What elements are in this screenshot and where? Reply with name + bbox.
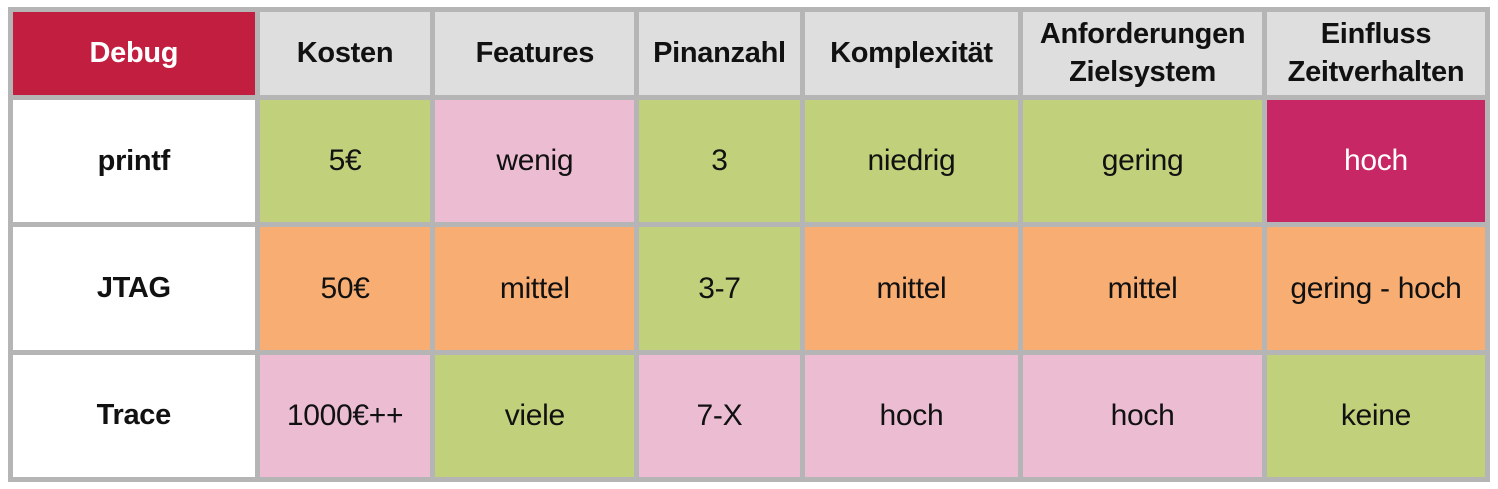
cell-printf-features: wenig — [430, 95, 640, 228]
header-row: Debug Kosten Features Pinanzahl Komplexi… — [8, 6, 1491, 101]
cell-jtag-features: mittel — [430, 222, 640, 355]
cell-trace-kosten: 1000€++ — [254, 349, 436, 483]
cell-printf-anforderungen: gering — [1018, 95, 1267, 228]
row-label-trace: Trace — [8, 349, 260, 483]
cell-jtag-pinanzahl: 3-7 — [634, 222, 805, 355]
row-label-jtag: JTAG — [8, 222, 260, 355]
column-header-pinanzahl: Pinanzahl — [634, 6, 805, 101]
column-header-kosten: Kosten — [254, 6, 436, 101]
table-row-trace: Trace 1000€++ viele 7-X hoch hoch keine — [8, 349, 1491, 483]
cell-trace-pinanzahl: 7-X — [634, 349, 805, 483]
column-header-einfluss-zeitverhalten: Einfluss Zeitverhalten — [1261, 6, 1491, 101]
debug-comparison-table: Debug Kosten Features Pinanzahl Komplexi… — [8, 6, 1491, 483]
corner-header-debug: Debug — [8, 6, 260, 101]
column-header-features: Features — [430, 6, 640, 101]
cell-printf-komplexitaet: niedrig — [799, 95, 1024, 228]
cell-trace-einfluss: keine — [1261, 349, 1491, 483]
table-row-jtag: JTAG 50€ mittel 3-7 mittel mittel gering… — [8, 222, 1491, 355]
row-label-printf: printf — [8, 95, 260, 228]
cell-trace-anforderungen: hoch — [1018, 349, 1267, 483]
cell-printf-einfluss: hoch — [1261, 95, 1491, 228]
column-header-komplexitaet: Komplexität — [799, 6, 1024, 101]
cell-jtag-komplexitaet: mittel — [799, 222, 1024, 355]
column-header-anforderungen-zielsystem: Anforderungen Zielsystem — [1018, 6, 1267, 101]
cell-jtag-anforderungen: mittel — [1018, 222, 1267, 355]
cell-printf-kosten: 5€ — [254, 95, 436, 228]
cell-jtag-kosten: 50€ — [254, 222, 436, 355]
cell-jtag-einfluss: gering - hoch — [1261, 222, 1491, 355]
table-row-printf: printf 5€ wenig 3 niedrig gering hoch — [8, 95, 1491, 228]
cell-printf-pinanzahl: 3 — [634, 95, 805, 228]
cell-trace-komplexitaet: hoch — [799, 349, 1024, 483]
cell-trace-features: viele — [430, 349, 640, 483]
